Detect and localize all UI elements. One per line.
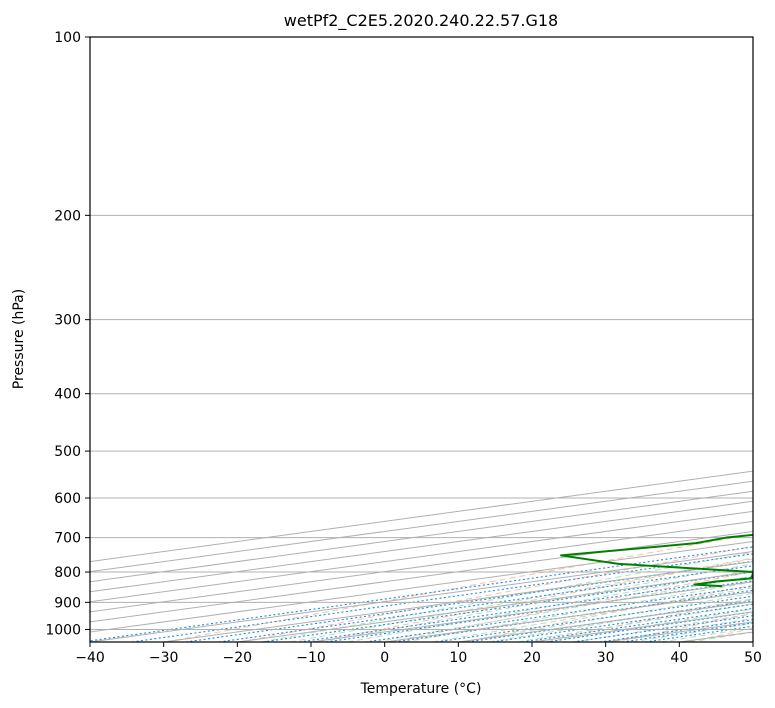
dry-adiabat-line xyxy=(763,37,775,642)
moist-adiabat-line xyxy=(460,592,753,642)
x-axis-title: Temperature (°C) xyxy=(360,681,482,697)
moist-adiabat-line xyxy=(516,603,753,642)
y-tick-label: 900 xyxy=(54,595,81,611)
isotherm-line xyxy=(90,490,753,583)
y-tick-label: 100 xyxy=(54,30,81,46)
isotherm-line xyxy=(531,611,753,642)
dry-adiabat-line xyxy=(239,545,753,642)
mixing-ratio-line xyxy=(90,546,753,642)
isotherm-line xyxy=(605,621,753,642)
x-tick-label: 20 xyxy=(523,650,541,666)
isotherm-line xyxy=(90,520,753,613)
moist-adiabat-line xyxy=(318,563,753,642)
dry-adiabat-line xyxy=(389,571,753,642)
x-tick-label: −40 xyxy=(75,650,105,666)
dry-adiabat-line xyxy=(464,584,753,642)
moist-adiabat-line xyxy=(347,569,753,642)
plot-frame xyxy=(89,36,754,643)
mixing-ratio-line xyxy=(522,607,753,642)
mixing-ratio-line xyxy=(185,560,753,642)
isotherm-line xyxy=(237,571,753,642)
isotherm-line xyxy=(310,581,753,642)
dewpoint-profile-line xyxy=(560,533,753,588)
plot-area: 0.10.20.40.611.52346810131620253036-100-… xyxy=(90,37,775,642)
y-tick-label: 600 xyxy=(54,491,81,507)
mixing-ratio-line xyxy=(365,585,753,642)
isotherm-line xyxy=(90,500,753,593)
moist-adiabat-line xyxy=(488,598,753,642)
x-tick-label: 10 xyxy=(449,650,467,666)
mixing-ratio-line xyxy=(131,553,753,642)
dry-adiabat-line xyxy=(613,612,753,642)
isotherm-line xyxy=(90,530,753,623)
y-tick-label: 400 xyxy=(54,387,81,403)
isotherm-line xyxy=(752,641,753,642)
x-tick-label: 0 xyxy=(380,650,389,666)
x-tick-label: 30 xyxy=(597,650,615,666)
y-tick-label: 300 xyxy=(54,313,81,329)
dry-adiabat-line xyxy=(688,627,753,642)
dry-adiabat-line xyxy=(538,598,753,642)
isotherm-line xyxy=(90,551,753,642)
moist-adiabat-line xyxy=(545,608,753,642)
x-tick-label: 40 xyxy=(670,650,688,666)
isotherm-line xyxy=(384,591,753,642)
moist-adiabat-line xyxy=(431,587,753,642)
moist-adiabat-line xyxy=(260,551,753,642)
x-tick-label: −10 xyxy=(296,650,326,666)
moist-adiabat-line xyxy=(289,557,753,642)
y-axis-title: Pressure (hPa) xyxy=(11,289,27,389)
mixing-ratio-line xyxy=(218,565,753,642)
moist-adiabat-line xyxy=(689,631,753,642)
isotherm-line xyxy=(90,510,753,603)
isotherm-line xyxy=(90,480,753,573)
y-tick-label: 500 xyxy=(54,444,81,460)
x-tick-label: −30 xyxy=(149,650,179,666)
y-tick-label: 200 xyxy=(54,208,81,224)
x-tick-label: −20 xyxy=(223,650,253,666)
mixing-ratio-line xyxy=(572,615,753,642)
chart-title: wetPf2_C2E5.2020.240.22.57.G18 xyxy=(284,11,558,31)
y-tick-label: 800 xyxy=(54,565,81,581)
isotherm-line xyxy=(90,470,753,563)
y-tick-label: 700 xyxy=(54,531,81,547)
x-tick-label: 50 xyxy=(744,650,762,666)
y-tick-label: 1000 xyxy=(45,622,81,638)
